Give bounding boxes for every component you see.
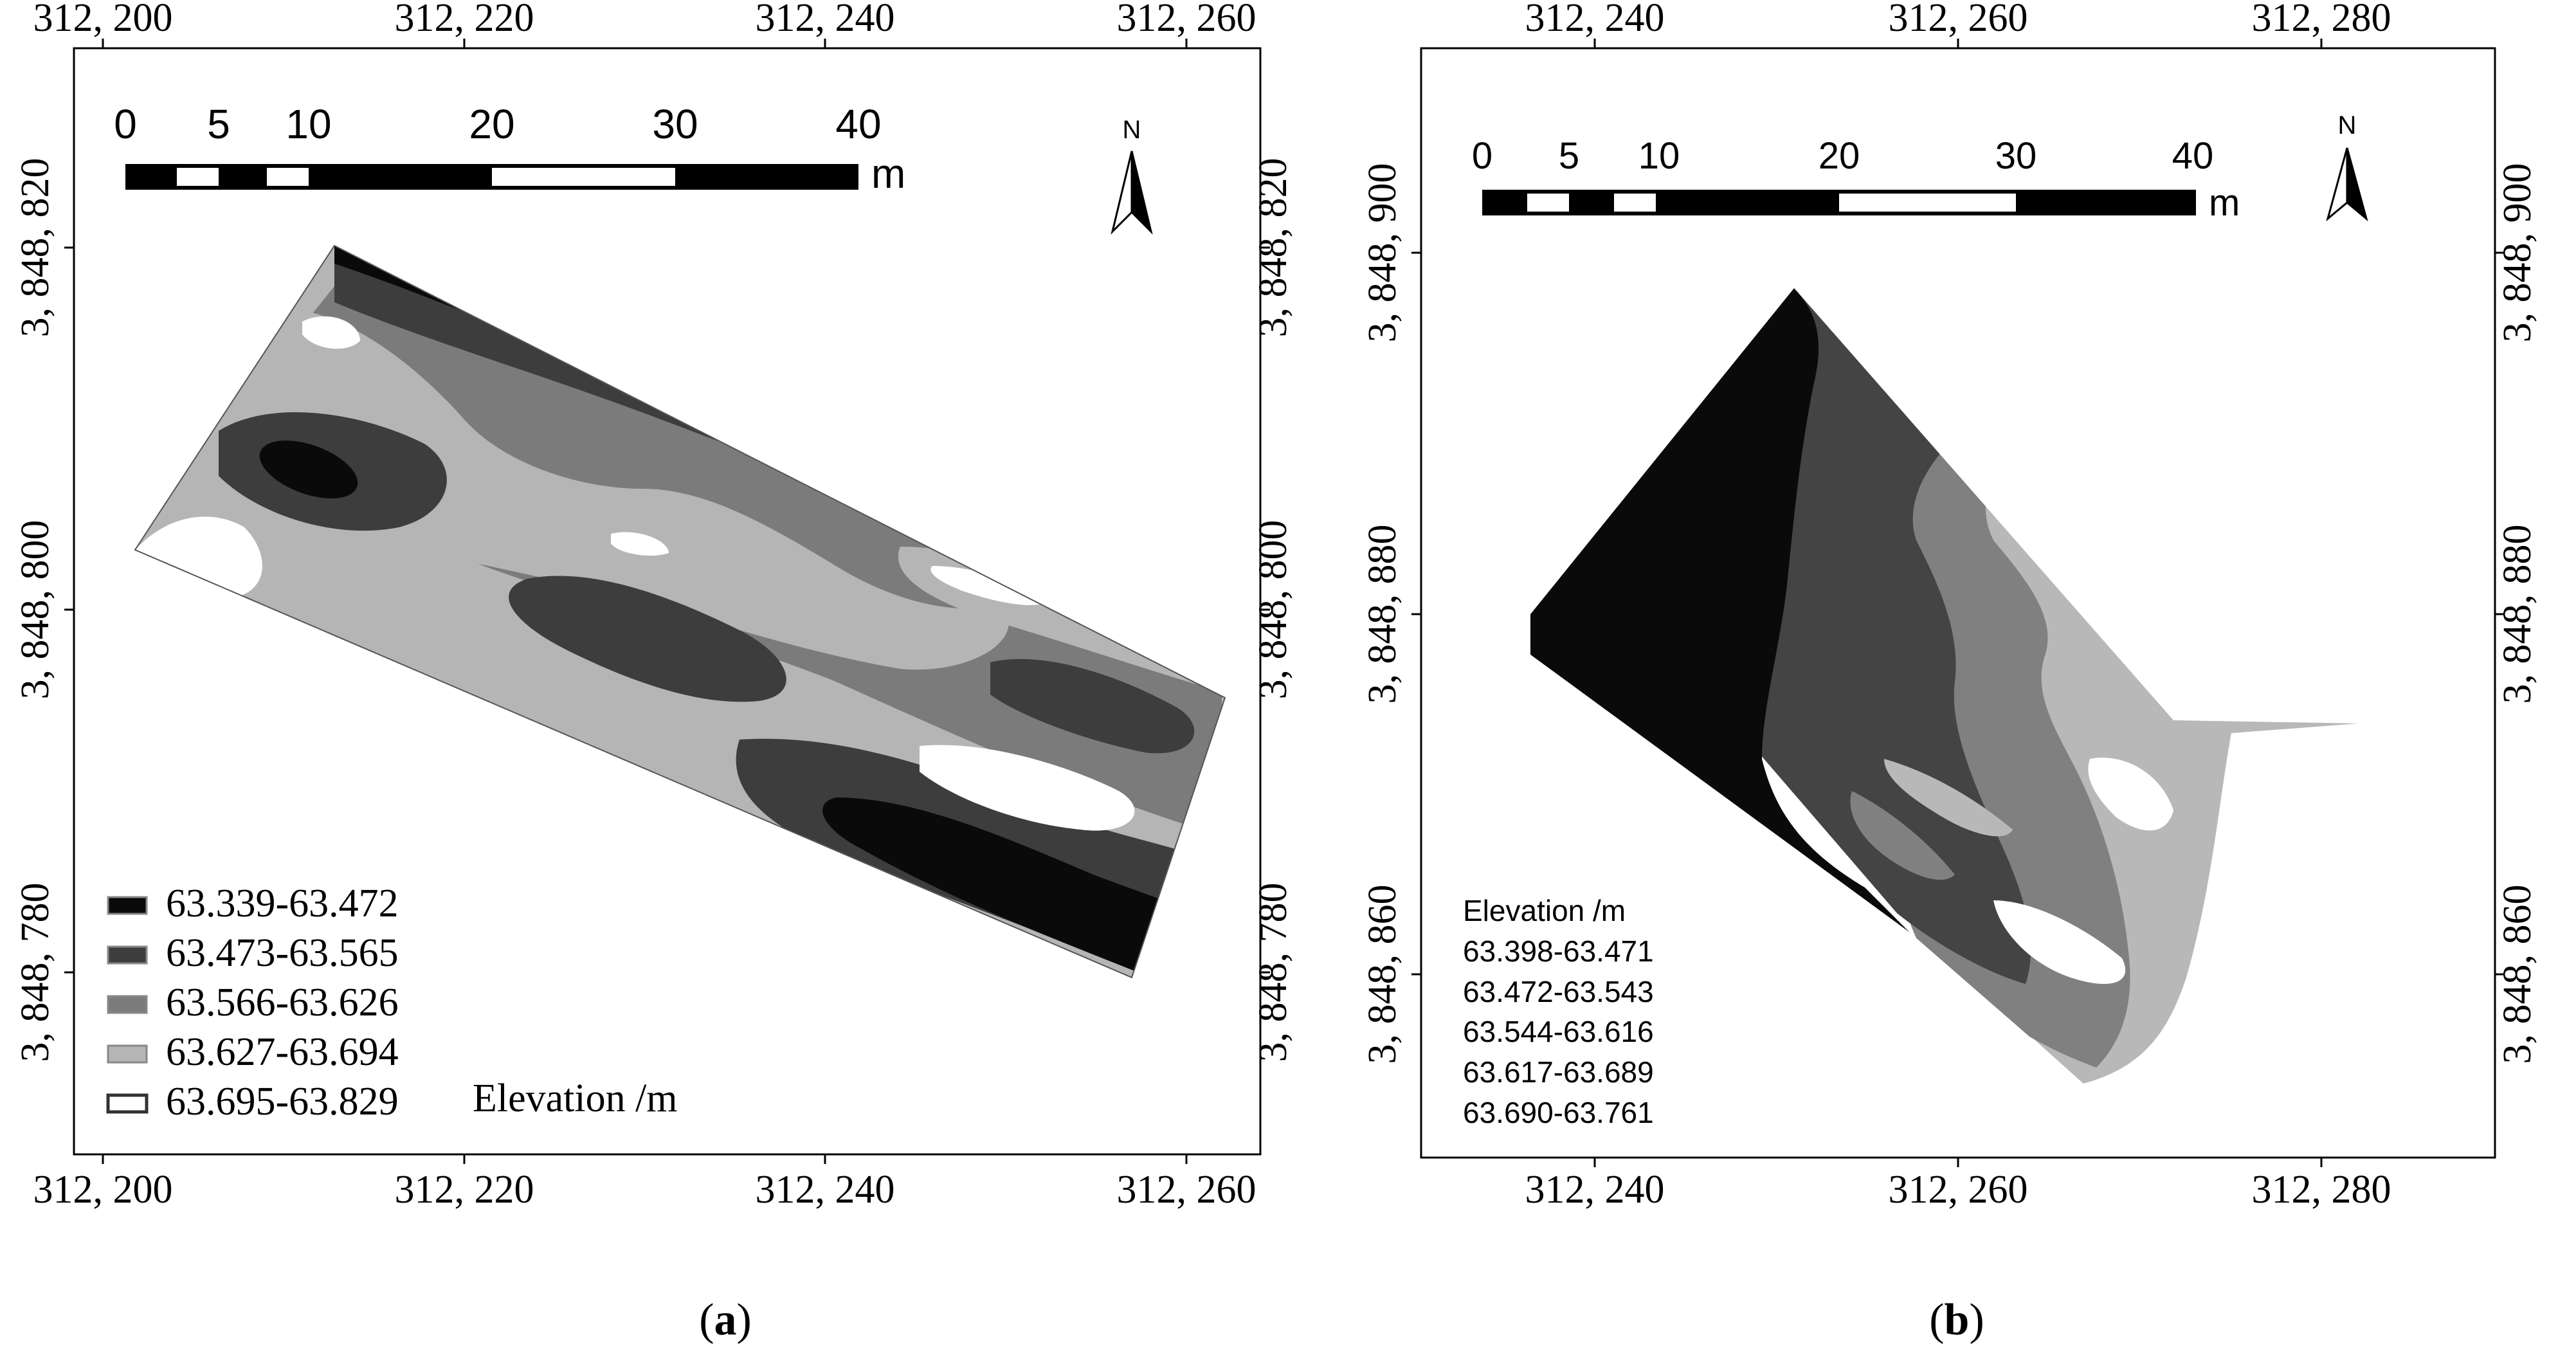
x-tick-top-b-0: 312, 240: [1525, 0, 1665, 40]
zone-light-streak-b: [1884, 759, 2013, 837]
y-tick-right-b-1: 3, 848, 880: [2496, 525, 2539, 704]
legend-a: 63.339-63.472 63.473-63.565 63.566-63.62…: [106, 882, 678, 1123]
north-arrow-icon-a: N: [1111, 116, 1153, 235]
y-tick-right-b-0: 3, 848, 900: [2496, 163, 2539, 343]
scale-label-a-3: 20: [469, 101, 514, 147]
x-tick-top-a-0: 312, 200: [33, 0, 173, 40]
scale-label-b-2: 10: [1638, 135, 1680, 177]
zone-white-spot-a: [611, 532, 669, 556]
scale-label-a-5: 40: [835, 101, 881, 147]
x-tick-bottom-a-2: 312, 240: [756, 1168, 895, 1212]
y-tick-left-a-1: 3, 848, 800: [14, 520, 57, 700]
scale-label-b-1: 5: [1559, 135, 1579, 177]
scale-label-a-0: 0: [114, 101, 137, 147]
tick-marks-b: [1411, 39, 2505, 1167]
legend-label-b-3: 63.617-63.689: [1463, 1055, 1654, 1089]
x-tick-top-a-1: 312, 220: [395, 0, 534, 40]
scale-unit-a: m: [871, 150, 905, 197]
survey-outline-a: [134, 244, 1226, 979]
y-tick-left-b-1: 3, 848, 880: [1361, 525, 1404, 704]
scale-label-a-2: 10: [286, 101, 331, 147]
caption-letter-b: b: [1945, 1295, 1970, 1345]
y-tick-right-a-1: 3, 848, 800: [1251, 520, 1295, 700]
zone-white-top-a: [302, 316, 360, 349]
y-tick-right-a-2: 3, 848, 780: [1251, 883, 1295, 1062]
y-tick-right-b-2: 3, 848, 860: [2496, 885, 2539, 1064]
x-tick-bottom-b-0: 312, 240: [1525, 1168, 1665, 1212]
x-tick-bottom-b-1: 312, 260: [1889, 1168, 2028, 1212]
north-label-a: N: [1123, 116, 1141, 144]
scale-label-b-3: 20: [1819, 135, 1860, 177]
zone-dark-right-a: [990, 659, 1195, 754]
legend-title-b: Elevation /m: [1463, 894, 1626, 927]
caption-letter-a: a: [714, 1295, 737, 1345]
legend-swatch-a-2: [107, 995, 148, 1014]
legend-label-a-2: 63.566-63.626: [166, 981, 399, 1024]
north-arrow-icon-b: N: [2326, 111, 2368, 222]
legend-swatch-a-4: [106, 1093, 149, 1114]
legend-label-a-4: 63.695-63.829: [166, 1080, 399, 1123]
legend-swatch-a-3: [107, 1044, 148, 1064]
zone-white-b2: [2088, 758, 2173, 831]
x-tick-top-b-1: 312, 260: [1889, 0, 2028, 40]
svg-text:(a): (a): [699, 1295, 752, 1345]
x-tick-bottom-a-3: 312, 260: [1117, 1168, 1256, 1212]
x-tick-bottom-a-0: 312, 200: [33, 1168, 173, 1212]
legend-label-a-1: 63.473-63.565: [166, 931, 399, 975]
zone-white-b1: [1993, 900, 2126, 984]
scale-label-b-4: 30: [1995, 135, 2037, 177]
scale-label-a-1: 5: [207, 101, 230, 147]
legend-title-a: Elevation /m: [473, 1077, 678, 1120]
legend-b: Elevation /m 63.398-63.471 63.472-63.543…: [1463, 894, 1654, 1129]
legend-label-b-4: 63.690-63.761: [1463, 1096, 1654, 1129]
y-tick-right-a-0: 3, 848, 820: [1251, 158, 1295, 338]
legend-swatch-a-1: [107, 945, 148, 965]
x-tick-bottom-a-1: 312, 220: [395, 1168, 534, 1212]
zone-white-left-a: [135, 516, 262, 598]
zone-mid-streak-b: [1850, 791, 1955, 880]
caption-a: (a): [699, 1295, 752, 1345]
x-tick-top-a-2: 312, 240: [756, 0, 895, 40]
scale-bar-a: [125, 164, 858, 190]
svg-text:(b): (b): [1929, 1295, 1984, 1345]
y-tick-left-a-2: 3, 848, 780: [14, 883, 57, 1062]
zone-white-right-a: [920, 745, 1135, 831]
zone-light-a: [221, 308, 1010, 670]
x-tick-top-a-3: 312, 260: [1117, 0, 1256, 40]
legend-label-b-1: 63.472-63.543: [1463, 975, 1654, 1008]
scale-label-b-0: 0: [1472, 135, 1492, 177]
x-tick-top-b-2: 312, 280: [2252, 0, 2391, 40]
zone-black-bottom-a: [822, 797, 1196, 978]
zone-black-b: [1530, 288, 1910, 932]
scale-label-a-4: 30: [652, 101, 698, 147]
scale-bar-b: [1482, 190, 2196, 215]
panel-b: 0 5 10 20 30 40 m N Elevation /m 63.398-…: [1361, 0, 2539, 1345]
zone-dark-mid-a: [509, 576, 786, 702]
y-tick-left-b-0: 3, 848, 900: [1361, 163, 1404, 343]
legend-swatch-a-0: [107, 896, 148, 915]
x-tick-bottom-b-2: 312, 280: [2252, 1168, 2391, 1212]
north-label-b: N: [2338, 111, 2357, 140]
y-tick-left-a-0: 3, 848, 820: [14, 158, 57, 338]
legend-label-b-0: 63.398-63.471: [1463, 934, 1654, 968]
y-tick-left-b-2: 3, 848, 860: [1361, 885, 1404, 1064]
scale-unit-b: m: [2209, 182, 2240, 224]
legend-label-b-2: 63.544-63.616: [1463, 1015, 1654, 1048]
zone-black-spot-a: [259, 441, 358, 498]
panel-a: 0 5 10 20 30 40 m N 63.339-63.472 63.473…: [14, 0, 1295, 1345]
scale-label-b-5: 40: [2172, 135, 2214, 177]
caption-b: (b): [1929, 1295, 1984, 1345]
legend-label-a-3: 63.627-63.694: [166, 1030, 399, 1074]
legend-label-a-0: 63.339-63.472: [166, 882, 399, 925]
tick-marks-a: [64, 39, 1270, 1164]
